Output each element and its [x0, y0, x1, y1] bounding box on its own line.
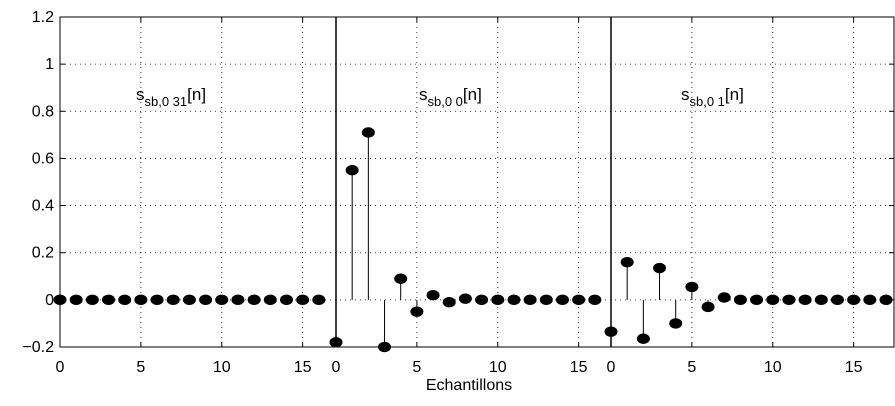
stem-marker [636, 333, 650, 344]
x-tick-label: 15 [294, 359, 312, 376]
x-tick-label: 5 [687, 359, 696, 376]
stem-marker [766, 294, 780, 306]
stem-marker [85, 294, 99, 306]
stem-marker [750, 294, 764, 306]
x-tick-label: 0 [56, 359, 65, 376]
stem-marker [263, 294, 277, 306]
x-tick-label: 0 [607, 359, 616, 376]
stem-marker [102, 294, 116, 306]
stem-marker [539, 294, 553, 306]
y-tick-label: 0 [45, 292, 54, 309]
stem-marker [182, 294, 196, 306]
stem-marker [166, 294, 180, 306]
panel-label: ssb,0 0[n] [419, 85, 482, 109]
y-tick-label: 0.6 [32, 150, 54, 167]
stem-marker [847, 294, 861, 306]
x-tick-label: 10 [764, 359, 782, 376]
stem-marker [442, 297, 456, 308]
x-axis-label: Echantillons [426, 377, 512, 394]
stem-marker [798, 294, 812, 306]
stem-marker [733, 294, 747, 306]
plot-frame [59, 16, 895, 348]
stem-marker [572, 294, 586, 306]
stem-marker [296, 294, 310, 306]
frame-layer [59, 16, 895, 348]
x-tick-label: 5 [136, 359, 145, 376]
stem-marker [863, 294, 877, 306]
x-tick-label: 5 [412, 359, 421, 376]
stem-marker [394, 273, 408, 284]
x-tick-label: 0 [332, 359, 341, 376]
stem-marker [782, 294, 796, 306]
stem-marker [491, 294, 505, 306]
stem-marker [475, 294, 489, 306]
y-tick-label: 1 [45, 56, 54, 73]
stem-marker [555, 294, 569, 306]
stem-marker [830, 294, 844, 306]
stem-marker [215, 294, 229, 306]
stem-layer [53, 127, 893, 353]
stem-marker [814, 294, 828, 306]
stem-marker [69, 294, 83, 306]
x-tick-label: 15 [570, 359, 588, 376]
x-tick-label: 10 [213, 359, 231, 376]
stem-marker [701, 301, 715, 313]
stem-marker [685, 281, 699, 293]
stem-marker [523, 294, 537, 306]
stem-marker [150, 294, 164, 306]
stem-marker [717, 292, 731, 303]
stem-marker [231, 294, 245, 306]
stem-marker [458, 293, 472, 304]
panel-label: ssb,0 31[n] [136, 85, 206, 109]
stem-marker [361, 127, 375, 138]
stem-marker [669, 318, 683, 329]
stem-marker [879, 294, 893, 306]
x-tick-label: 15 [845, 359, 863, 376]
y-tick-label: 0.8 [32, 103, 54, 120]
y-tick-label: 0.4 [32, 198, 54, 215]
y-tick-label: 0.2 [32, 245, 54, 262]
panel-label: ssb,0 1[n] [681, 85, 744, 109]
stem-marker [312, 294, 326, 306]
stem-marker [134, 294, 148, 306]
stem-marker [426, 289, 440, 301]
stem-marker [410, 306, 424, 317]
stem-marker [345, 165, 359, 176]
stem-marker [118, 294, 132, 306]
stem-marker [279, 294, 293, 306]
stem-marker [653, 262, 667, 274]
y-tick-label: 1.2 [32, 9, 54, 26]
stem-marker [507, 294, 521, 306]
y-tick-label: −0.2 [22, 339, 54, 356]
stem-marker [199, 294, 213, 306]
stem-marker [247, 294, 261, 306]
stem-marker [620, 256, 634, 268]
stem-marker [588, 294, 602, 306]
x-tick-label: 10 [489, 359, 507, 376]
